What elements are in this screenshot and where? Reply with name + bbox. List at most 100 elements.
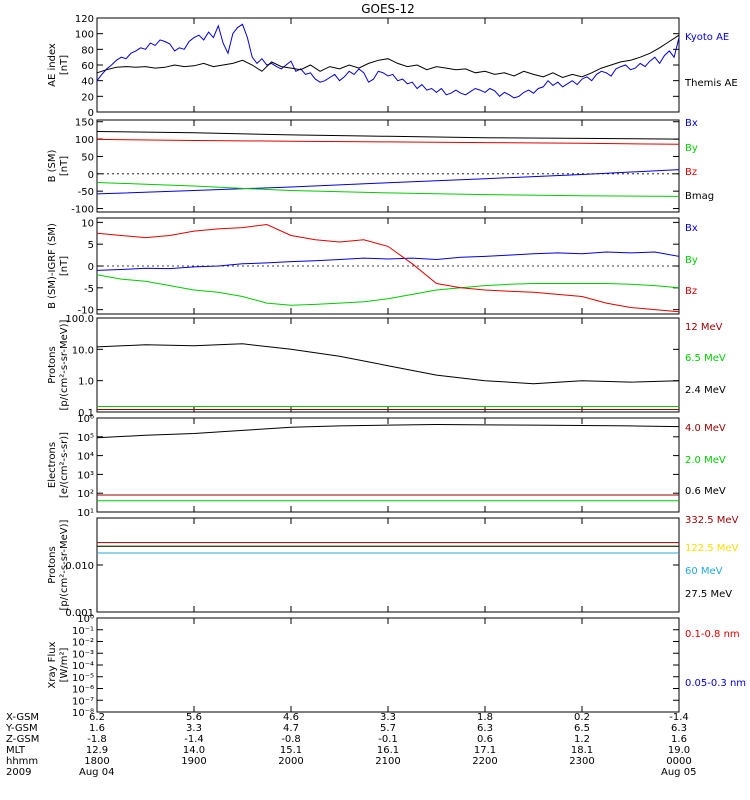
orbit-cell: -0.8 bbox=[281, 734, 301, 745]
y-axis-label: B (SM) bbox=[47, 149, 58, 182]
y-axis-label: Xray Flux bbox=[47, 641, 58, 688]
legend-bx: Bx bbox=[685, 118, 698, 129]
y-tick-label: 10⁻⁶ bbox=[72, 685, 94, 696]
y-axis-label: [nT] bbox=[59, 55, 70, 75]
orbit-cell: 15.1 bbox=[280, 745, 302, 756]
orbit-row-label: X-GSM bbox=[6, 712, 39, 723]
y-tick-label: 10⁻⁵ bbox=[72, 673, 94, 684]
orbit-cell: 2000 bbox=[278, 756, 303, 767]
y-tick-label: -5 bbox=[84, 284, 94, 295]
legend-6-5-mev: 6.5 MeV bbox=[685, 353, 726, 364]
panel-ae: 0 20 40 60 80 100 120 AE index [nT] Kyoto AE Themi… bbox=[47, 14, 738, 119]
panel-frame bbox=[96, 417, 680, 513]
y-tick-label: 150 bbox=[75, 118, 94, 129]
orbit-row-label: MLT bbox=[6, 745, 26, 756]
legend-27-5-mev: 27.5 MeV bbox=[685, 589, 732, 600]
y-tick-label: 0 bbox=[88, 170, 94, 181]
orbit-row-label: Z-GSM bbox=[6, 734, 39, 745]
y-tick-label: 60 bbox=[81, 61, 94, 72]
y-tick-label: 100 bbox=[75, 30, 94, 41]
y-axis-label: [e/(cm²-s-sr)] bbox=[59, 432, 70, 498]
orbit-cell: 5.6 bbox=[186, 712, 202, 723]
orbit-cell: -1.4 bbox=[184, 734, 204, 745]
y-tick-label: 10⁻¹ bbox=[72, 626, 94, 637]
y-tick-label: 0 bbox=[88, 108, 94, 119]
legend-bz: Bz bbox=[685, 167, 697, 178]
y-axis-label: [p/(cm²-s-sr-MeV)] bbox=[59, 519, 70, 610]
orbit-cell: 16.1 bbox=[377, 745, 399, 756]
orbit-cell: 17.1 bbox=[474, 745, 496, 756]
series-by bbox=[96, 274, 680, 306]
orbit-cell: 1.2 bbox=[574, 734, 590, 745]
y-tick-label: 5 bbox=[88, 240, 94, 251]
orbit-cell: 1.6 bbox=[89, 723, 105, 734]
orbit-cell: 14.0 bbox=[183, 745, 205, 756]
series-2-4-mev bbox=[96, 343, 680, 385]
y-tick-label: 120 bbox=[75, 14, 94, 25]
legend-332-5-mev: 332.5 MeV bbox=[685, 515, 739, 526]
panel-frame bbox=[96, 617, 680, 713]
orbit-cell: Aug 04 bbox=[79, 767, 114, 778]
panel-bdiff: -10 -5 0 5 10 B (SM)-IGRF (SM) [nT] Bx By Bz bbox=[47, 217, 698, 317]
legend-4-0-mev: 4.0 MeV bbox=[685, 423, 726, 434]
panel-electrons: 10¹ 10² 10³ 10⁴ 10⁵ 10⁶ Electrons [e/(cm²-s-sr)… bbox=[47, 414, 726, 519]
y-tick-label: 40 bbox=[81, 77, 94, 88]
y-axis-label: AE index bbox=[47, 43, 58, 87]
orbit-cell: Aug 05 bbox=[661, 767, 696, 778]
orbit-cell: 4.6 bbox=[283, 712, 299, 723]
y-tick-label: 10³ bbox=[77, 470, 94, 481]
orbit-cell: 0000 bbox=[666, 756, 691, 767]
orbit-cell: 4.7 bbox=[283, 723, 299, 734]
y-tick-label: 0.010 bbox=[65, 561, 94, 572]
legend-2-0-mev: 2.0 MeV bbox=[685, 455, 726, 466]
y-tick-label: 10 bbox=[81, 218, 94, 229]
orbit-cell: 2300 bbox=[569, 756, 594, 767]
y-tick-label: 50 bbox=[81, 152, 94, 163]
orbit-row-label: hhmm bbox=[6, 756, 38, 767]
y-tick-label: 10² bbox=[77, 489, 94, 500]
orbit-cell: 1800 bbox=[84, 756, 109, 767]
legend-0-6-mev: 0.6 MeV bbox=[685, 486, 726, 497]
panel-protons_low: 0.1 1.0 10.0 100.0 Protons [p/(cm²-s-sr-MeV)]… bbox=[47, 314, 726, 419]
y-axis-label: Electrons bbox=[47, 442, 58, 488]
orbit-cell: 6.3 bbox=[671, 723, 687, 734]
legend-122-5-mev: 122.5 MeV bbox=[685, 543, 739, 554]
y-tick-label: -50 bbox=[78, 187, 94, 198]
orbit-cell: 6.2 bbox=[89, 712, 105, 723]
y-tick-label: 10¹ bbox=[77, 508, 94, 519]
legend-kyoto-ae: Kyoto AE bbox=[685, 32, 729, 43]
legend-0-05-0-3-nm: 0.05-0.3 nm bbox=[685, 678, 746, 689]
orbit-cell: 1900 bbox=[181, 756, 206, 767]
y-axis-label: B (SM)-IGRF (SM) bbox=[47, 223, 58, 309]
legend-bmag: Bmag bbox=[685, 191, 714, 202]
panel-protons_high: 0.001 0.010 Protons [p/(cm²-s-sr-MeV)] 332.5… bbox=[47, 515, 739, 619]
legend-bz: Bz bbox=[685, 286, 697, 297]
orbit-cell: 12.9 bbox=[86, 745, 108, 756]
orbit-cell: 1.6 bbox=[671, 734, 687, 745]
panel-bsm: -100 -50 0 50 100 150 B (SM) [nT] Bx By Bz Bmag bbox=[47, 118, 714, 216]
y-tick-label: 10⁻⁴ bbox=[72, 661, 94, 672]
legend-bx: Bx bbox=[685, 223, 698, 234]
y-tick-label: -100 bbox=[71, 205, 94, 216]
y-tick-label: 0.1 bbox=[78, 408, 94, 419]
y-tick-label: 10⁶ bbox=[77, 414, 94, 425]
orbit-cell: 19.0 bbox=[668, 745, 690, 756]
series-bx bbox=[96, 251, 680, 271]
orbit-cell: 5.7 bbox=[380, 723, 396, 734]
y-axis-label: Protons bbox=[47, 346, 58, 383]
orbit-cell: -1.4 bbox=[669, 712, 689, 723]
orbit-row-label: Y-GSM bbox=[5, 723, 38, 734]
y-tick-label: 10⁴ bbox=[77, 452, 94, 463]
y-tick-label: 10.0 bbox=[72, 345, 94, 356]
y-tick-label: 100 bbox=[75, 135, 94, 146]
y-tick-label: 80 bbox=[81, 45, 94, 56]
legend-0-1-0-8-nm: 0.1-0.8 nm bbox=[685, 629, 740, 640]
y-tick-label: 10⁵ bbox=[77, 433, 94, 444]
series-bmag bbox=[96, 131, 680, 140]
legend-themis-ae: Themis AE bbox=[684, 78, 738, 89]
orbit-cell: 6.5 bbox=[574, 723, 590, 734]
orbit-cell: 1.8 bbox=[477, 712, 493, 723]
series-bz bbox=[96, 223, 680, 313]
